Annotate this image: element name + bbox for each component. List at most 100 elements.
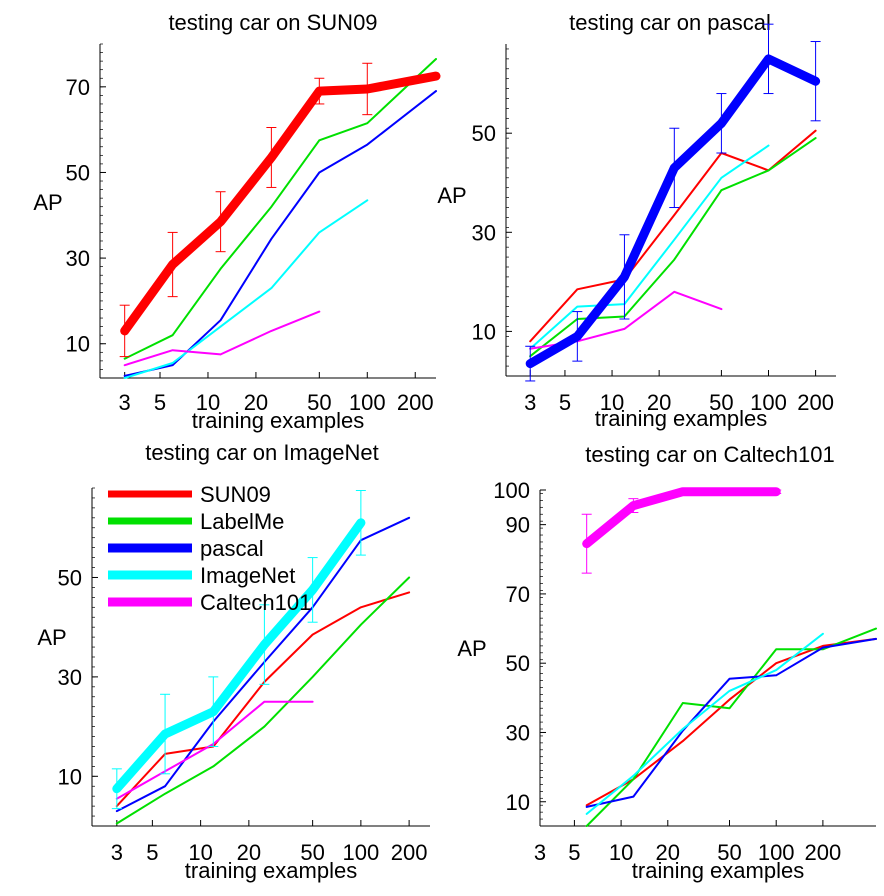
- data-point-pascal: [270, 238, 273, 240]
- y-tick-label: 50: [506, 651, 530, 676]
- chart-panel-1: testing car on SUN09 10 30 50 70 3 5 10 20 50 100 2…: [33, 10, 441, 433]
- data-point-pascal: [123, 375, 126, 377]
- y-tick-label: 90: [506, 513, 530, 538]
- x-tick-label: 5: [568, 840, 580, 865]
- y-axis-label: AP: [437, 183, 466, 208]
- data-point-pascal: [116, 810, 118, 812]
- x-tick-label: 5: [146, 840, 158, 865]
- data-point-labelme: [435, 58, 437, 60]
- data-point-labelme: [775, 648, 777, 651]
- data-point-pascal: [171, 364, 174, 366]
- y-tick-label: 30: [58, 665, 82, 690]
- data-point-labelme: [212, 765, 215, 768]
- series-line-sun09: [585, 637, 877, 807]
- data-point-pascal: [632, 795, 635, 798]
- data-point-sun09: [408, 591, 410, 594]
- y-tick-label: 50: [472, 121, 496, 146]
- x-axis-label: training examples: [192, 408, 364, 433]
- series-line-pascal: [123, 90, 437, 377]
- x-tick-label: 20: [244, 390, 268, 415]
- series-line-caltech101: [529, 290, 723, 350]
- x-tick-label: 100: [758, 840, 795, 865]
- data-point-pascal: [408, 517, 410, 519]
- data-point-imagenet: [585, 813, 588, 815]
- data-point-sun09: [775, 662, 777, 664]
- y-axis-label: AP: [37, 625, 66, 650]
- data-point-imagenet: [123, 377, 126, 379]
- data-point-imagenet: [720, 176, 723, 179]
- data-point-imagenet: [171, 362, 174, 364]
- x-tick-label: 5: [154, 390, 166, 415]
- x-tick-label: 200: [391, 840, 428, 865]
- legend-label-sun09: SUN09: [200, 482, 271, 507]
- y-tick-label: 10: [506, 790, 530, 815]
- data-point-labelme: [311, 676, 314, 678]
- data-point-sun09: [682, 740, 684, 742]
- data-point-labelme: [585, 825, 588, 827]
- x-tick-label: 3: [524, 390, 536, 415]
- data-point-sun09: [576, 288, 579, 291]
- data-point-imagenet: [775, 669, 777, 671]
- y-tick-label: 30: [506, 720, 530, 745]
- y-tick-label: 70: [506, 582, 530, 607]
- data-point-labelme: [728, 707, 731, 710]
- x-tick-label: 50: [307, 390, 331, 415]
- chart-panel-3: testing car on ImageNet 10 30 50 3 5 10 20 50 100…: [37, 440, 430, 883]
- data-point-labelme: [720, 189, 723, 191]
- data-point-labelme: [116, 822, 118, 825]
- data-point-caltech101: [270, 330, 273, 332]
- x-tick-label: 10: [609, 840, 633, 865]
- y-tick-label: 50: [58, 565, 82, 590]
- chart-title: testing car on pascal: [569, 10, 771, 35]
- x-tick-label: 10: [196, 390, 220, 415]
- data-point-sun09: [814, 129, 817, 132]
- data-point-imagenet: [219, 325, 222, 328]
- x-tick-label: 200: [805, 840, 842, 865]
- data-point-caltech101: [219, 353, 222, 356]
- data-point-imagenet: [728, 690, 731, 692]
- data-point-labelme: [767, 169, 770, 172]
- x-tick-label: 10: [188, 840, 212, 865]
- y-tick-label: 50: [66, 160, 90, 185]
- chart-panel-2: testing car on pascal 10 30 50 3 5 10 20 50 100 20…: [437, 10, 836, 431]
- data-point-pascal: [775, 674, 777, 677]
- series-line-imagenet: [112, 518, 366, 794]
- x-axis-label: training examples: [185, 858, 357, 883]
- data-point-caltech101: [623, 328, 626, 330]
- data-point-labelme: [366, 122, 369, 125]
- x-tick-label: 20: [647, 390, 671, 415]
- data-point-sun09: [728, 698, 731, 701]
- series-line-imagenet: [585, 632, 824, 815]
- data-point-sun09: [360, 606, 362, 609]
- series-line-sun09: [120, 71, 441, 336]
- data-point-caltech101: [673, 290, 676, 293]
- data-point-labelme: [171, 334, 174, 336]
- data-point-sun09: [311, 633, 314, 636]
- legend-label-imagenet: ImageNet: [200, 563, 295, 588]
- data-point-pascal: [875, 638, 877, 640]
- legend-label-labelme: LabelMe: [200, 509, 284, 534]
- data-point-labelme: [682, 702, 684, 704]
- data-point-imagenet: [270, 287, 273, 289]
- data-point-caltech101: [311, 700, 314, 703]
- x-axis-label: training examples: [595, 406, 767, 431]
- data-point-caltech101: [720, 308, 723, 310]
- series-line-caltech101: [582, 487, 781, 549]
- y-tick-label: 10: [66, 332, 90, 357]
- data-point-labelme: [123, 357, 126, 360]
- data-point-pascal: [318, 171, 321, 174]
- x-tick-label: 20: [237, 840, 261, 865]
- y-tick-label: 70: [66, 75, 90, 100]
- y-tick-label: 30: [472, 220, 496, 245]
- data-point-labelme: [673, 258, 676, 261]
- data-point-pascal: [366, 143, 369, 146]
- x-tick-label: 100: [750, 390, 787, 415]
- y-tick-label: 100: [493, 478, 530, 503]
- y-axis-label: AP: [33, 190, 62, 215]
- data-point-imagenet: [632, 774, 635, 777]
- x-axis-label: training examples: [632, 858, 804, 883]
- data-point-sun09: [434, 74, 438, 78]
- data-point-imagenet: [673, 238, 676, 241]
